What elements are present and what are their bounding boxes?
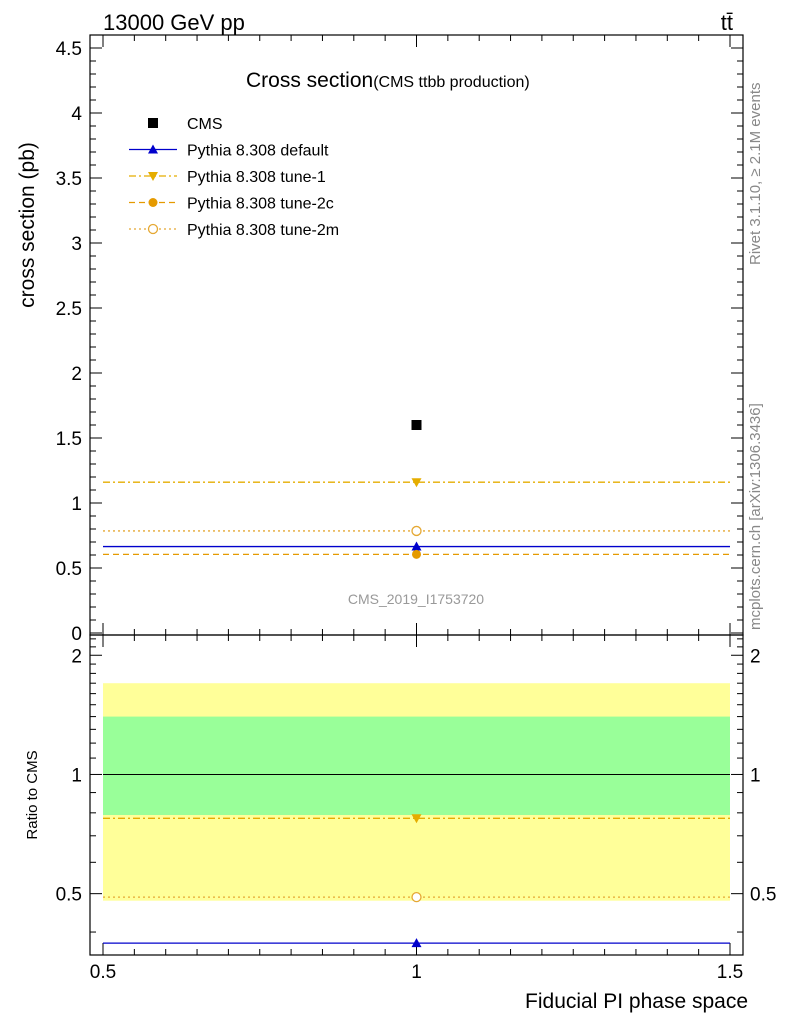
y-tick-label: 3.5	[56, 169, 82, 190]
ratio-y-axis-title: Ratio to CMS	[24, 750, 41, 839]
legend: CMS Pythia 8.308 default Pythia 8.308 tune…	[129, 116, 339, 239]
plot-subtitle: (CMS ttbb production)	[373, 74, 530, 91]
ratio-tick-label-right: 1	[750, 765, 761, 786]
ratio-plot-frame	[89, 634, 744, 956]
ratio-series-marker	[411, 814, 422, 824]
y-tick-label: 1.5	[56, 429, 82, 450]
legend-marker	[147, 223, 159, 235]
legend-label: Pythia 8.308 tune-2m	[187, 222, 339, 239]
legend-marker	[148, 118, 158, 128]
rivet-version-label: Rivet 3.1.10, ≥ 2.1M events	[747, 83, 764, 266]
series-marker	[411, 525, 422, 537]
data-point-marker	[411, 420, 422, 430]
y-tick-label: 4.5	[56, 39, 82, 60]
ratio-tick-label: 1	[71, 765, 82, 786]
y-tick-label: 0	[71, 624, 82, 645]
y-axis-title: cross section (pb)	[16, 142, 39, 308]
legend-marker	[148, 172, 158, 181]
ratio-tick-label-right: 2	[750, 646, 761, 667]
y-tick-label: 2	[71, 364, 82, 385]
series-marker	[412, 549, 421, 559]
header-process-label: tt̄	[721, 10, 733, 35]
y-tick-label: 0.5	[56, 559, 82, 580]
legend-label: Pythia 8.308 tune-1	[187, 169, 326, 186]
y-tick-label: 4	[71, 104, 82, 125]
x-tick-label: 0.5	[90, 962, 116, 983]
ratio-panel: 0.5 1 1.5 0.5 0.5 1 1 2 2 Ratio to CMS Fiducial …	[24, 634, 776, 1013]
uncertainty-band	[103, 716, 730, 815]
ratio-series-marker	[411, 891, 422, 903]
header-energy-label: 13000 GeV pp	[103, 10, 245, 35]
legend-label: CMS	[187, 116, 223, 133]
legend-label: Pythia 8.308 tune-2c	[187, 196, 334, 213]
analysis-watermark: CMS_2019_I1753720	[348, 591, 484, 607]
legend-label: Pythia 8.308 default	[187, 143, 329, 160]
legend-marker	[148, 198, 158, 207]
ratio-tick-label: 0.5	[56, 885, 82, 906]
x-tick-label: 1.5	[717, 962, 743, 983]
y-tick-label: 1	[71, 494, 82, 515]
plot-title-main: Cross section	[246, 69, 373, 92]
series-marker	[411, 541, 422, 551]
x-tick-label: 1	[411, 962, 422, 983]
ratio-tick-label: 2	[71, 646, 82, 667]
ratio-series-marker	[411, 938, 422, 948]
plot-title: Cross section(CMS ttbb production)	[246, 69, 530, 92]
series-marker	[411, 478, 422, 488]
x-axis-title: Fiducial PI phase space	[525, 990, 748, 1013]
y-tick-label: 3	[71, 234, 82, 255]
ratio-tick-label-right: 0.5	[750, 885, 776, 906]
main-panel: 0 0.5 1 1.5 2 2.5 3 3.5 4 4.5 Cross section(CMS t…	[16, 34, 744, 645]
legend-marker	[148, 144, 158, 154]
y-tick-label: 2.5	[56, 299, 82, 320]
mcplots-label: mcplots.cern.ch [arXiv:1306.3436]	[747, 403, 764, 630]
